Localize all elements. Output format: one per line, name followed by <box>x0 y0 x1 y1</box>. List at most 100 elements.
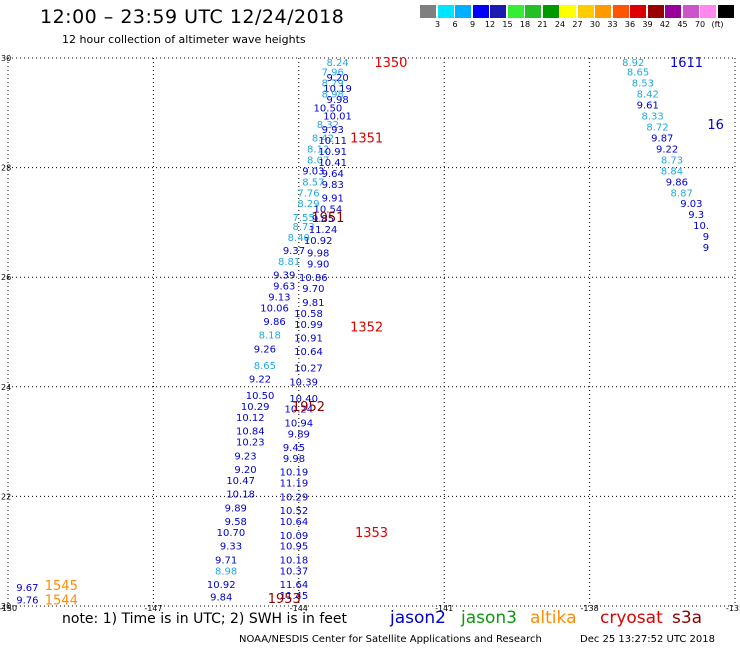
colorbar-swatch <box>560 5 577 18</box>
swh-value: 10.01 <box>323 112 352 123</box>
swh-value: 9.3 <box>688 210 704 221</box>
swh-value: 10.54 <box>314 205 343 216</box>
pass-time-label: 1351 <box>350 131 383 146</box>
swh-value: 10.70 <box>217 528 246 539</box>
swh-value: 9.23 <box>234 451 256 462</box>
swh-value: 8.98 <box>322 90 344 101</box>
colorbar-label: 24 <box>554 20 566 29</box>
lon-tick-label: -141 <box>435 604 453 613</box>
colorbar-swatch <box>595 5 612 18</box>
colorbar-label: (ft) <box>711 20 724 29</box>
swh-value: 9.70 <box>302 284 324 295</box>
swh-value: 8.18 <box>259 331 281 342</box>
swh-value: 10.39 <box>289 377 318 388</box>
lat-tick-label: 26 <box>1 273 11 282</box>
lon-tick-label: -144 <box>290 604 308 613</box>
colorbar-label: 15 <box>502 20 513 29</box>
swh-value: 9.86 <box>666 177 688 188</box>
colorbar-label: 9 <box>469 20 476 29</box>
swh-value: 8.65 <box>254 361 276 372</box>
lon-tick-label: -150 <box>0 604 17 613</box>
pass-time-labels: 1350 1351 1951 1352 1952 1353 1953 1611 16 154515… <box>45 56 724 609</box>
colorbar-label: 27 <box>572 20 583 29</box>
swh-value: 9.61 <box>637 101 659 112</box>
swh-value: 9.98 <box>326 95 348 106</box>
swh-value: 9.91 <box>322 194 344 205</box>
swh-value: 9.45 <box>283 443 305 454</box>
colorbar-swatch <box>455 5 472 18</box>
lat-tick-label: 30 <box>1 54 11 63</box>
swh-value: 9.84 <box>210 593 232 604</box>
swh-value: 8.42 <box>312 133 334 144</box>
swh-value: 8.72 <box>646 123 668 134</box>
lat-tick-label: 24 <box>1 383 11 392</box>
generation-timestamp: Dec 25 13:27:52 UTC 2018 <box>580 634 715 645</box>
colorbar-swatch <box>577 5 595 18</box>
swh-value: 9.71 <box>215 555 237 566</box>
wave-height-colorbar: 3 6 9 12 15 18 21 24 27 30 33 36 39 42 45 70 (ft) <box>420 5 740 35</box>
pass-time-label: 1953 <box>268 592 301 607</box>
swh-value: 9.58 <box>225 517 247 528</box>
swh-value: 8.53 <box>632 79 654 90</box>
footnote: note: 1) Time is in UTC; 2) SWH is in fe… <box>62 611 348 627</box>
lat-tick-label: 22 <box>1 492 11 501</box>
pass-time-label: 1545 <box>45 579 78 594</box>
swh-value: 8.40 <box>288 233 310 244</box>
swh-value: 10.92 <box>207 580 236 591</box>
swh-value: 8.42 <box>637 90 659 101</box>
map-axes: -150 -147 -144 -141 -138 -135 30 28 26 24 22 20 <box>0 54 740 613</box>
colorbar-swatch <box>542 5 560 18</box>
colorbar-label: 33 <box>607 20 618 29</box>
swh-value: 11.19 <box>280 479 309 490</box>
swh-value: 8.92 <box>622 58 644 69</box>
colorbar-swatch <box>700 5 717 18</box>
swh-value: 9.85 <box>312 214 334 225</box>
swh-value: 10.58 <box>294 309 323 320</box>
colorbar-swatch <box>472 5 490 18</box>
colorbar-swatch <box>420 5 437 18</box>
colorbar-swatch <box>525 5 542 18</box>
swh-value: 10.11 <box>318 136 347 147</box>
swh-value: 9.98 <box>283 454 305 465</box>
swh-value: 10.64 <box>294 347 323 358</box>
swh-value: 10.91 <box>318 147 347 158</box>
swh-value: 8.57 <box>302 177 324 188</box>
swh-value: 9.39 <box>273 270 295 281</box>
swh-value: 11.45 <box>280 591 309 602</box>
swh-value: 8.73 <box>293 222 315 233</box>
swh-value: 9.20 <box>326 73 348 84</box>
swh-value: 9.13 <box>268 292 290 303</box>
colorbar-label: 6 <box>452 20 458 29</box>
legend-s3a: s3a <box>672 608 703 628</box>
pass-time-label: 1353 <box>355 526 388 541</box>
swh-value: 9.64 <box>322 169 344 180</box>
swh-value: 8.29 <box>297 199 319 210</box>
swh-value: 10.23 <box>236 438 265 449</box>
swh-value: 10.94 <box>284 418 313 429</box>
page-title: 12:00 – 23:59 UTC 12/24/2018 <box>40 6 345 28</box>
swh-value: 10.92 <box>304 236 333 247</box>
swh-value: 8.84 <box>661 166 683 177</box>
swh-value: 10.40 <box>289 394 318 405</box>
swh-value: 8.33 <box>641 112 663 123</box>
swh-value: 9.83 <box>322 180 344 191</box>
swh-value: 10.06 <box>260 303 289 314</box>
colorbar-label: 42 <box>659 20 671 29</box>
swh-value: 9.90 <box>307 260 329 271</box>
legend-altika: altika <box>530 608 577 628</box>
swh-value: 10.86 <box>299 273 328 284</box>
legend-cryosat: cryosat <box>600 608 663 628</box>
swh-value: 9.93 <box>322 125 344 136</box>
swh-value: 11.64 <box>280 580 309 591</box>
swh-value: 8.32 <box>317 120 339 131</box>
swh-value: 10.52 <box>280 506 309 517</box>
swh-value: 10.84 <box>236 427 265 438</box>
colorbar-label: 36 <box>624 20 636 29</box>
swh-value: 10.12 <box>236 413 265 424</box>
swh-value: 10. <box>693 221 709 232</box>
swh-value: 8.79 <box>322 79 344 90</box>
swh-value: 9.03 <box>302 166 324 177</box>
pass-time-label: 16 <box>707 118 724 133</box>
colorbar-label: 3 <box>434 20 441 29</box>
